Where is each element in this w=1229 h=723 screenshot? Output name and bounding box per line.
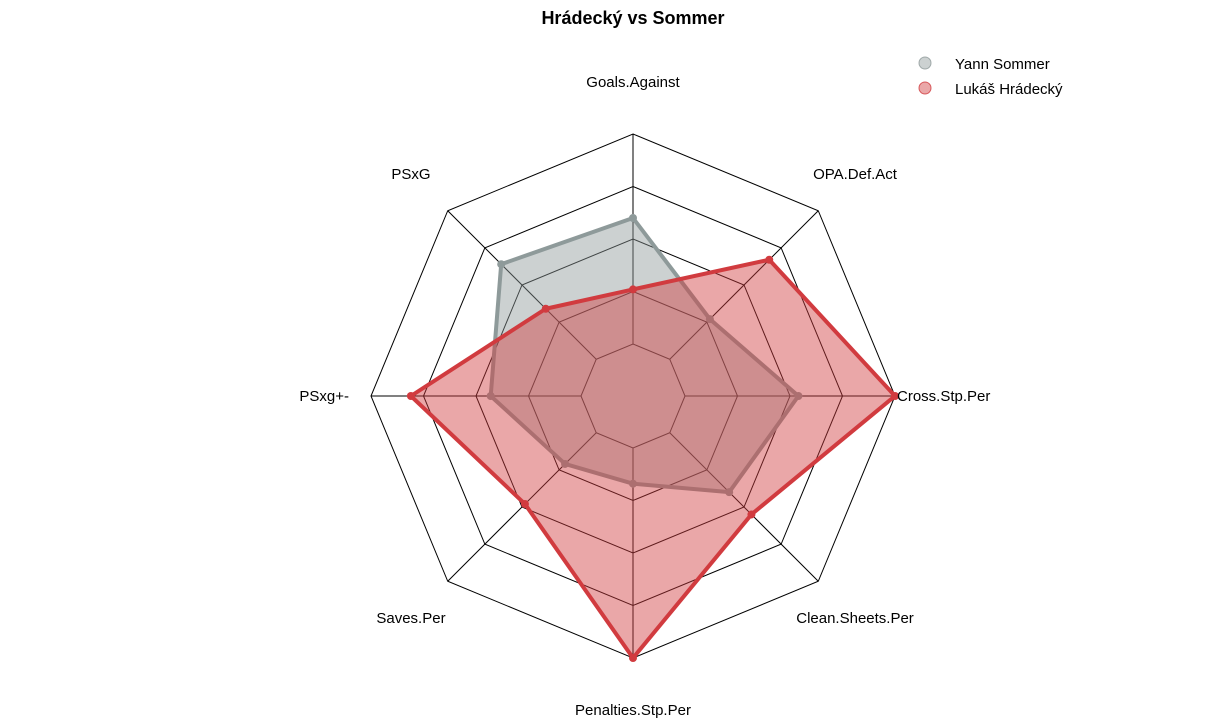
- chart-title: Hrádecký vs Sommer: [541, 8, 724, 28]
- legend-label-hradecky: Lukáš Hrádecký: [955, 81, 1063, 98]
- series-1-point-8: [497, 260, 506, 269]
- series-area-2: [408, 257, 897, 660]
- series-1-point-7: [486, 392, 495, 400]
- legend: Yann Sommer Lukáš Hrádecký: [918, 56, 1063, 98]
- series-2-point-4: [747, 510, 756, 519]
- series-2-point-5: [629, 654, 637, 662]
- axis-label-6: Saves.Per: [376, 610, 445, 627]
- series-1-point-2: [705, 315, 714, 324]
- series-2-point-7: [406, 392, 415, 400]
- series-2-point-1: [629, 285, 637, 294]
- legend-marker-sommer: [918, 56, 932, 70]
- axis-label-5: Penalties.Stp.Per: [575, 702, 691, 719]
- legend-label-sommer: Yann Sommer: [955, 56, 1050, 73]
- axis-spoke-4: [669, 432, 819, 582]
- series-1-point-4: [725, 488, 734, 497]
- axis-label-8: PSxG: [391, 166, 430, 183]
- series-2-point-2: [765, 255, 774, 264]
- series-2-point-8: [541, 304, 550, 313]
- series-1-point-1: [629, 214, 637, 222]
- axis-label-4: Clean.Sheets.Per: [796, 610, 914, 627]
- axis-spoke-6: [447, 432, 597, 582]
- series-2-point-6: [520, 500, 529, 509]
- axis-label-3: Cross.Stp.Per: [897, 388, 990, 405]
- axis-label-1: Goals.Against: [586, 74, 680, 91]
- axis-label-2: OPA.Def.Act: [813, 166, 898, 183]
- legend-marker-hradecky: [918, 81, 932, 95]
- series-2-point-3: [891, 392, 899, 400]
- series-1-point-5: [629, 479, 637, 488]
- radar-series: [406, 214, 899, 662]
- axis-spoke-8: [447, 210, 597, 360]
- axis-label-7: PSxg+-: [299, 388, 349, 405]
- series-1-point-6: [561, 459, 570, 468]
- series-1-point-3: [794, 392, 803, 400]
- axis-spoke-2: [669, 210, 819, 360]
- axis-labels: Goals.Against OPA.Def.Act Cross.Stp.Per Cle…: [299, 74, 990, 719]
